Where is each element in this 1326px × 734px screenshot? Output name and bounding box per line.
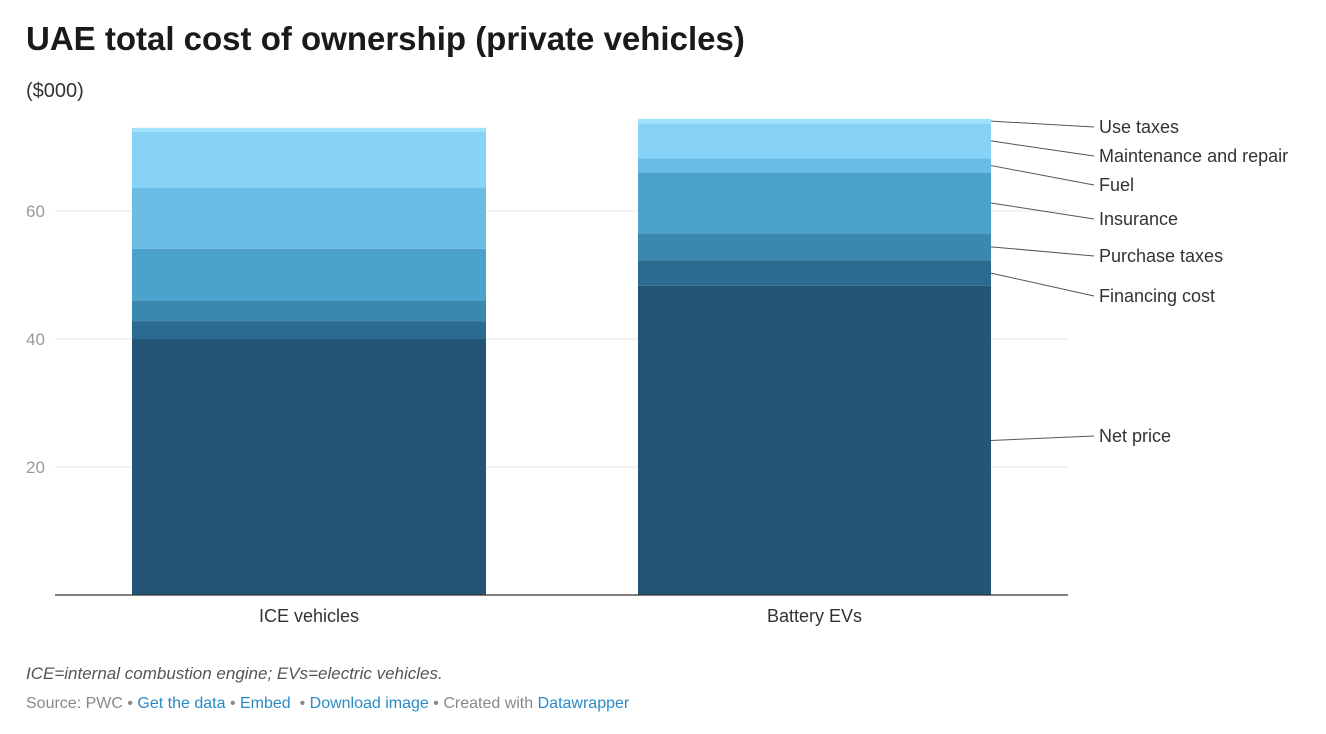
bar-segment-financing-cost: [638, 260, 991, 286]
leader-line: [990, 140, 1095, 157]
leader-line: [990, 165, 1095, 186]
bar-segment-fuel: [638, 158, 991, 173]
chart-title: UAE total cost of ownership (private veh…: [26, 20, 745, 57]
chart-footer: Source: PWC • Get the data • Embed • Dow…: [26, 695, 629, 713]
leader-line: [990, 272, 1095, 297]
bar-segment-maintenance-and-repair: [638, 123, 991, 159]
datawrapper-link[interactable]: Datawrapper: [537, 695, 630, 712]
y-tick-label: 20: [26, 458, 45, 477]
bar-segment-purchase-taxes: [132, 300, 486, 322]
download-image-link[interactable]: Download image: [309, 695, 429, 712]
bar-segment-net-price: [132, 339, 486, 595]
bar-segment-maintenance-and-repair: [132, 131, 486, 188]
y-tick-label: 40: [26, 330, 45, 349]
leader-line: [990, 435, 1095, 441]
source-text: Source: PWC: [26, 695, 123, 712]
bar-segment-insurance: [132, 248, 486, 301]
embed-link[interactable]: Embed: [239, 695, 291, 712]
separator: •: [229, 695, 240, 712]
series-label: Insurance: [1099, 209, 1178, 229]
series-label: Use taxes: [1099, 117, 1179, 137]
chart-notes: ICE=internal combustion engine; EVs=elec…: [26, 664, 443, 683]
bar-segment-use-taxes: [638, 118, 991, 124]
bar-segment-insurance: [638, 172, 991, 234]
get-data-link[interactable]: Get the data: [137, 695, 226, 712]
separator: •: [433, 695, 444, 712]
x-tick-label: Battery EVs: [767, 606, 862, 626]
separator: •: [295, 695, 310, 712]
stacked-bar-chart: 20 40 60 ICE vehicles Battery EVs Net price Fi…: [26, 117, 1288, 626]
chart-subtitle: ($000): [26, 80, 84, 102]
bar-segment-purchase-taxes: [638, 233, 991, 261]
series-label: Financing cost: [1099, 286, 1215, 306]
series-label: Net price: [1099, 426, 1171, 446]
leader-line: [990, 120, 1095, 128]
bar-segment-use-taxes: [132, 127, 486, 132]
created-with-text: Created with: [443, 695, 534, 712]
x-tick-label: ICE vehicles: [259, 606, 359, 626]
bar-segment-net-price: [638, 285, 991, 595]
separator: •: [127, 695, 138, 712]
series-label: Fuel: [1099, 175, 1134, 195]
bar-segment-fuel: [132, 187, 486, 249]
leader-line: [990, 202, 1095, 220]
series-label: Maintenance and repair: [1099, 146, 1288, 166]
series-label: Purchase taxes: [1099, 246, 1223, 266]
bar-segment-financing-cost: [132, 321, 486, 339]
y-tick-label: 60: [26, 202, 45, 221]
leader-line: [990, 246, 1095, 257]
